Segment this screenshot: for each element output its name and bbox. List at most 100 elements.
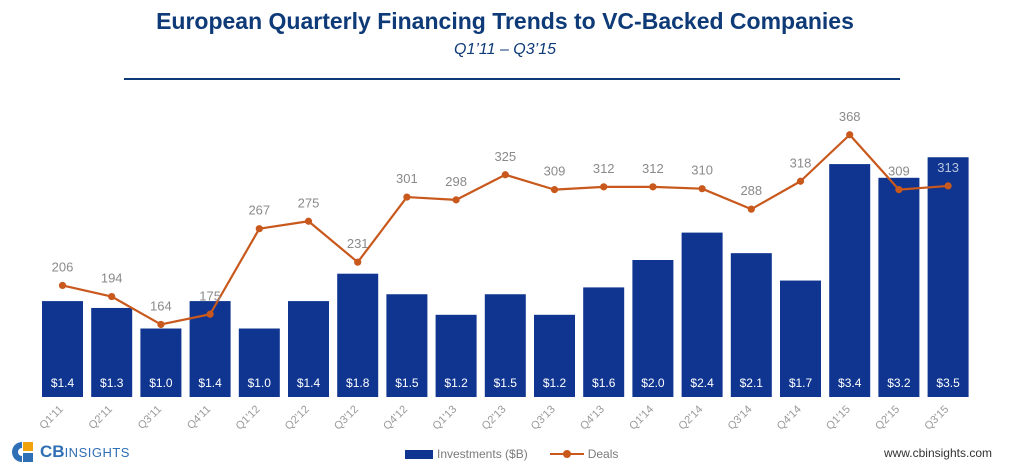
deal-label: 301 bbox=[396, 171, 418, 186]
x-tick-label: Q4'11 bbox=[185, 403, 213, 431]
legend-label-investments: Investments ($B) bbox=[437, 447, 528, 461]
chart-title: European Quarterly Financing Trends to V… bbox=[156, 8, 854, 34]
bar-Q2'13 bbox=[484, 294, 526, 397]
deal-point bbox=[649, 183, 657, 191]
x-tick-label: Q1'15 bbox=[824, 403, 853, 432]
x-tick-label: Q2'14 bbox=[676, 403, 705, 432]
brand-cb: CB bbox=[40, 442, 65, 461]
bar-label: $3.5 bbox=[936, 376, 960, 390]
bar-label: $1.4 bbox=[51, 376, 75, 390]
bar-Q4'14 bbox=[780, 280, 821, 397]
deal-label: 298 bbox=[445, 174, 467, 189]
x-tick-label: Q3'15 bbox=[922, 403, 951, 432]
x-tick-label: Q3'11 bbox=[136, 403, 164, 431]
bar-label: $1.8 bbox=[346, 376, 370, 390]
bar-label: $1.2 bbox=[444, 376, 468, 390]
x-tick-label: Q3'14 bbox=[726, 403, 755, 432]
bar-Q4'13 bbox=[583, 287, 625, 397]
bar-label: $1.4 bbox=[198, 376, 222, 390]
cb-logo-icon bbox=[12, 442, 33, 462]
deal-point bbox=[846, 131, 854, 139]
bar-label: $3.4 bbox=[838, 376, 862, 390]
deal-label: 318 bbox=[790, 155, 812, 170]
x-tick-label: Q2'12 bbox=[283, 403, 312, 432]
deal-point bbox=[796, 177, 805, 185]
legend-swatch-deals bbox=[549, 450, 584, 458]
bar-label: $1.6 bbox=[592, 376, 616, 390]
bar-Q3'12 bbox=[337, 273, 379, 397]
deal-point bbox=[304, 217, 313, 225]
deal-label: 312 bbox=[593, 161, 615, 176]
deal-point bbox=[698, 185, 706, 193]
deal-point bbox=[354, 258, 362, 266]
deal-point bbox=[206, 310, 214, 318]
deal-point bbox=[255, 225, 263, 233]
bar-Q2'14 bbox=[681, 232, 723, 397]
x-tick-label: Q2'13 bbox=[480, 403, 509, 432]
bar-Q4'12 bbox=[386, 294, 428, 397]
x-tick-label: Q4'12 bbox=[381, 403, 410, 432]
deal-point bbox=[403, 193, 411, 201]
deal-point bbox=[108, 292, 116, 301]
deal-point bbox=[895, 186, 903, 194]
bar-Q3'11 bbox=[140, 328, 182, 397]
source-url: www.cbinsights.com bbox=[883, 446, 992, 460]
bar-label: $1.7 bbox=[789, 376, 813, 390]
deal-point bbox=[600, 183, 608, 191]
deal-label: 175 bbox=[199, 288, 221, 303]
deal-label: 194 bbox=[101, 271, 123, 286]
x-tick-label: Q4'14 bbox=[775, 403, 804, 432]
deal-label: 267 bbox=[248, 203, 270, 218]
deal-label: 206 bbox=[52, 259, 74, 274]
bar-label: $2.4 bbox=[690, 376, 714, 390]
deal-point bbox=[452, 196, 460, 204]
bar-label: $1.4 bbox=[297, 376, 321, 390]
bar-Q3'15 bbox=[927, 157, 969, 397]
deal-label: 309 bbox=[544, 164, 566, 179]
bar-label: $1.5 bbox=[395, 376, 419, 390]
bar-label: $1.2 bbox=[543, 376, 567, 390]
x-tick-label: Q1'12 bbox=[234, 403, 263, 432]
x-tick-label: Q3'13 bbox=[529, 403, 558, 432]
deal-label: 309 bbox=[888, 164, 910, 179]
cb-insights-logo: CBINSIGHTS bbox=[8, 440, 130, 464]
bar-Q2'11 bbox=[91, 307, 133, 397]
x-tick-label: Q3'12 bbox=[332, 403, 361, 432]
deal-point bbox=[58, 281, 67, 290]
bar-label: $1.3 bbox=[100, 376, 124, 390]
deal-label: 231 bbox=[347, 236, 369, 251]
chart-legend: Investments ($B) Deals bbox=[405, 447, 618, 461]
bar-Q1'12 bbox=[238, 328, 280, 397]
bar-Q1'11 bbox=[42, 301, 83, 397]
deal-point bbox=[550, 186, 559, 194]
deal-label: 312 bbox=[642, 161, 664, 176]
deal-label: 313 bbox=[937, 160, 959, 175]
x-tick-label: Q1'11 bbox=[37, 403, 65, 431]
bar-Q3'14 bbox=[730, 253, 772, 397]
x-tick-label: Q1'13 bbox=[430, 403, 459, 432]
deal-point bbox=[747, 205, 755, 213]
bar-Q1'13 bbox=[435, 314, 477, 397]
bar-label: $2.1 bbox=[740, 376, 764, 390]
bar-Q2'12 bbox=[288, 301, 329, 397]
bar-Q1'15 bbox=[829, 164, 871, 397]
deal-label: 310 bbox=[691, 163, 713, 178]
bar-Q2'15 bbox=[878, 177, 920, 397]
legend-swatch-investments bbox=[405, 449, 433, 459]
deal-label: 164 bbox=[150, 298, 172, 313]
legend-label-deals: Deals bbox=[587, 447, 619, 461]
title-divider bbox=[124, 78, 900, 80]
deal-label: 325 bbox=[494, 149, 516, 164]
x-tick-label: Q1'14 bbox=[627, 403, 656, 432]
x-tick-label: Q4'13 bbox=[578, 403, 607, 432]
bar-label: $1.5 bbox=[494, 376, 518, 390]
deal-label: 275 bbox=[298, 195, 320, 210]
deal-label: 368 bbox=[839, 109, 861, 124]
bar-label: $1.0 bbox=[248, 376, 272, 390]
deal-point bbox=[944, 182, 952, 190]
x-tick-label: Q2'15 bbox=[873, 403, 902, 432]
deal-label: 288 bbox=[740, 183, 762, 198]
bar-label: $1.0 bbox=[149, 376, 173, 390]
x-tick-label: Q2'11 bbox=[87, 403, 115, 431]
